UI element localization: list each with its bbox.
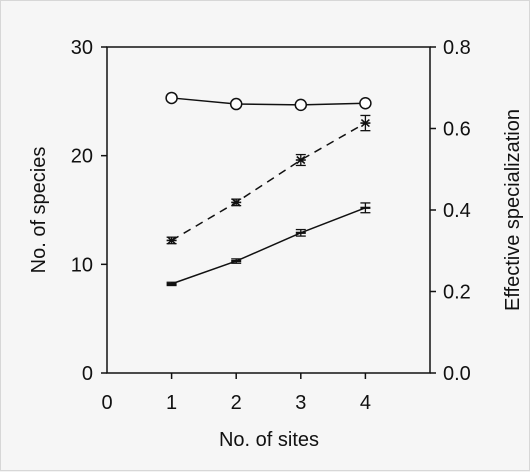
series-layer bbox=[165, 91, 372, 287]
y-right-tick-label: 0.8 bbox=[443, 37, 471, 59]
x-tick-label: 0 bbox=[101, 392, 112, 414]
series-1-line bbox=[171, 122, 366, 242]
series-1-point bbox=[231, 198, 242, 207]
y-left-tick-label: 0 bbox=[82, 363, 93, 385]
y-right-tick-label: 0.4 bbox=[443, 200, 471, 222]
x-tick-label: 4 bbox=[360, 392, 371, 414]
y-left-axis-title: No. of species bbox=[28, 147, 50, 274]
x-tick-label: 1 bbox=[166, 392, 177, 414]
y-left-tick-label: 10 bbox=[71, 254, 93, 276]
y-right-tick-label: 0.2 bbox=[443, 282, 471, 304]
series-0-point bbox=[229, 97, 243, 111]
series-0-point bbox=[359, 96, 372, 110]
series-1-point bbox=[295, 155, 306, 165]
series-2-line bbox=[171, 207, 366, 285]
x-tick-label: 2 bbox=[231, 392, 242, 414]
series-0-point bbox=[165, 91, 178, 105]
plot-area-border bbox=[106, 46, 431, 374]
y-left-tick-label: 30 bbox=[71, 37, 93, 59]
x-axis-title: No. of sites bbox=[219, 429, 319, 451]
series-0-point bbox=[294, 98, 308, 112]
y-right-tick-label: 0.0 bbox=[443, 363, 471, 385]
y-right-tick-label: 0.6 bbox=[443, 119, 471, 141]
series-1-point bbox=[360, 118, 371, 128]
y-left-tick-label: 20 bbox=[71, 146, 93, 168]
x-tick-label: 3 bbox=[295, 392, 306, 414]
series-1-point bbox=[166, 236, 177, 245]
y-right-axis-title: Effective specialization bbox=[502, 109, 524, 311]
axes: 0 1 2 3 4 0 10 20 30 0.0 0.2 0.4 0.6 0.8 bbox=[71, 37, 471, 414]
series-0-line bbox=[171, 97, 366, 106]
